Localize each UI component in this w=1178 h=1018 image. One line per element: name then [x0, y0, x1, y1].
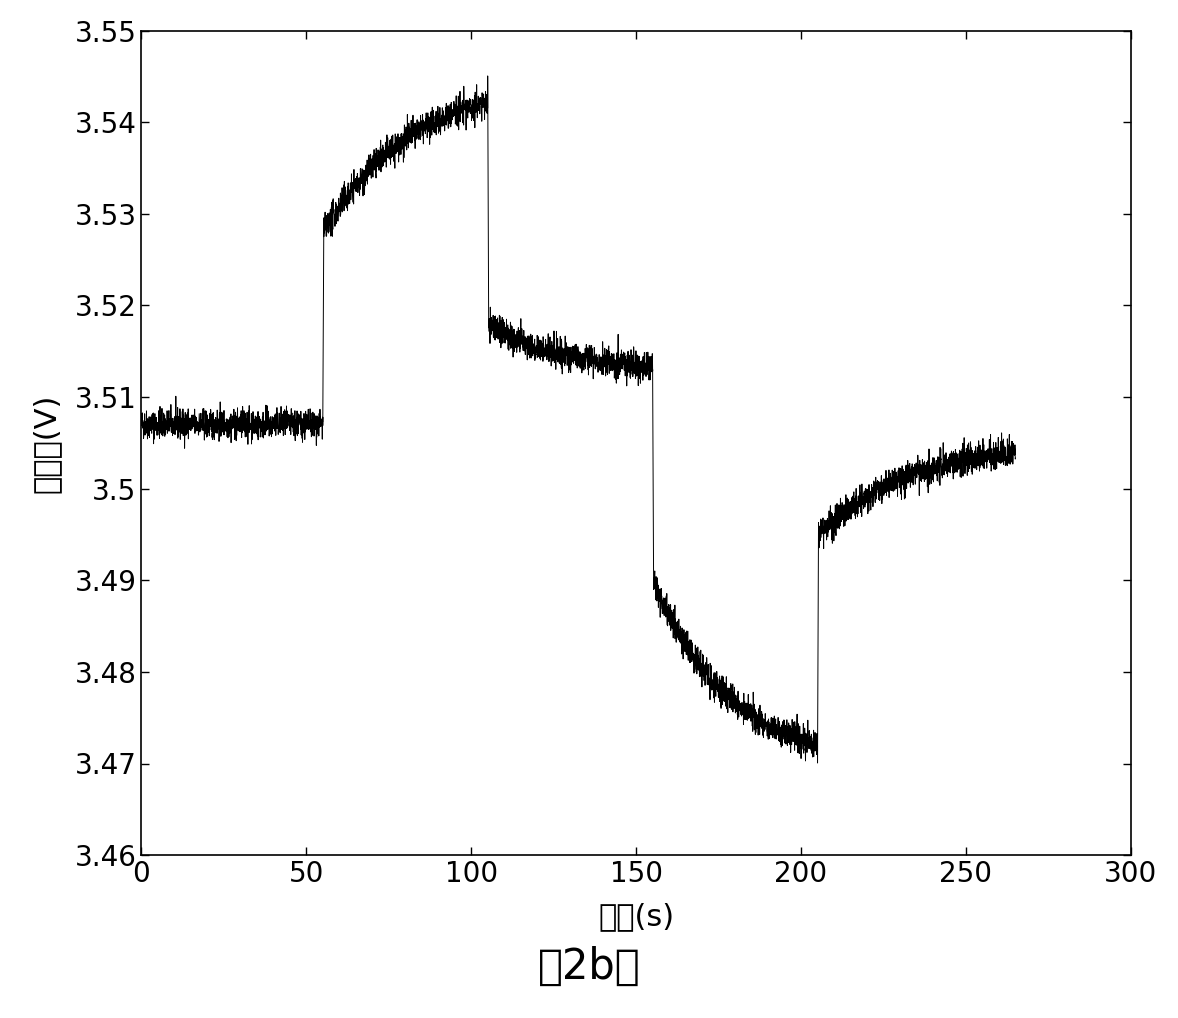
X-axis label: 时间(s): 时间(s): [598, 902, 674, 930]
Y-axis label: 端电压(V): 端电压(V): [32, 393, 60, 493]
Text: （2b）: （2b）: [537, 946, 641, 987]
